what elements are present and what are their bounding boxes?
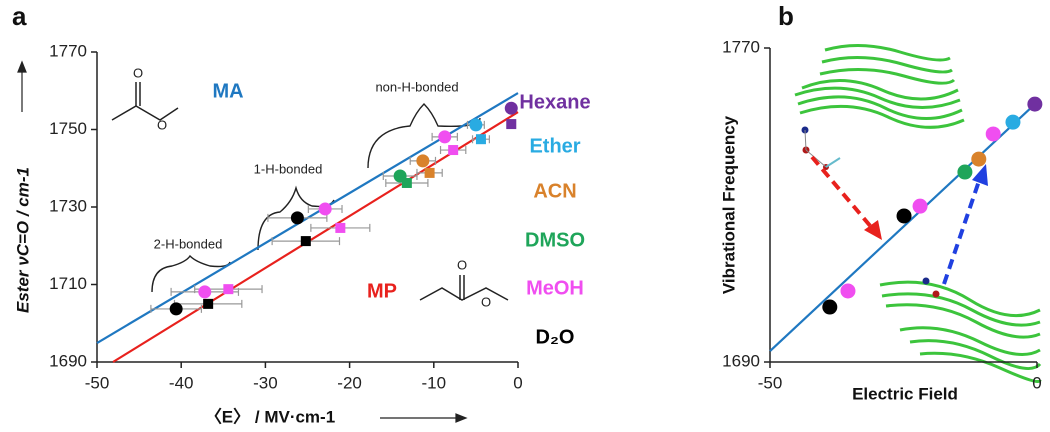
panel-label: b — [778, 1, 794, 31]
fit-line — [769, 101, 1038, 352]
mp-structure: O O — [419, 257, 509, 309]
point — [912, 198, 928, 214]
point — [401, 177, 412, 188]
transition-arrows — [810, 155, 988, 285]
y-tick-label: 1690 — [49, 351, 87, 370]
svg-text:O: O — [457, 257, 467, 272]
x-tick-label: -50 — [758, 373, 783, 392]
point — [504, 101, 518, 115]
y-axis-title: Vibrational Frequency — [719, 115, 738, 294]
legend-label: DMSO — [525, 229, 585, 251]
point — [169, 302, 183, 316]
legend-label: MeOH — [526, 277, 584, 299]
line-label: MA — [212, 80, 243, 102]
x-tick-label: -30 — [253, 373, 278, 392]
protein-top — [794, 43, 965, 129]
x-tick-label: -10 — [422, 373, 447, 392]
point — [223, 284, 234, 295]
x-tick-label: -50 — [85, 373, 110, 392]
y-tick-label: 1710 — [49, 274, 87, 293]
braces — [151, 103, 481, 293]
y-tick-label: 1730 — [49, 196, 87, 215]
x-axis-title: 〈E〉 / MV·cm-1 — [205, 406, 335, 426]
point — [469, 118, 483, 132]
svg-text:O: O — [157, 117, 167, 132]
point — [424, 167, 435, 178]
y-tick-label: 1770 — [722, 37, 760, 56]
protein-bottom — [879, 280, 1042, 383]
point — [290, 211, 304, 225]
point — [896, 208, 912, 224]
ma-structure: O O — [111, 65, 179, 132]
point — [335, 222, 346, 233]
x-tick-label: -20 — [337, 373, 362, 392]
point — [1027, 96, 1043, 112]
point — [1005, 114, 1021, 130]
point — [985, 126, 1001, 142]
point — [198, 285, 212, 299]
x-axis-title: Electric Field — [852, 384, 958, 403]
legend-label: Hexane — [519, 91, 590, 113]
point — [448, 145, 459, 156]
point — [203, 298, 214, 309]
y-tick-label: 1750 — [49, 119, 87, 138]
line-label: MP — [367, 280, 397, 302]
point — [840, 283, 856, 299]
svg-text:O: O — [133, 65, 143, 80]
y-axis-title: Ester νC=O / cm-1 — [13, 167, 32, 313]
y-tick-label: 1690 — [722, 351, 760, 370]
point — [318, 202, 332, 216]
axis-arrows — [17, 60, 468, 423]
x-tick-label: 0 — [1032, 373, 1041, 392]
legend-label: ACN — [533, 180, 576, 202]
annotation: non-H-bonded — [375, 79, 458, 94]
annotation: 1-H-bonded — [254, 161, 323, 176]
point — [506, 119, 517, 130]
probe — [801, 126, 940, 298]
point — [300, 236, 311, 247]
point — [416, 154, 430, 168]
svg-text:O: O — [481, 294, 491, 309]
annotation: 2-H-bonded — [154, 236, 223, 251]
x-tick-label: 0 — [513, 373, 522, 392]
point — [957, 164, 973, 180]
y-tick-label: 1770 — [49, 41, 87, 60]
legend-label: D₂O — [536, 326, 575, 348]
legend-label: Ether — [529, 135, 580, 157]
x-tick-label: -40 — [169, 373, 194, 392]
point — [438, 130, 452, 144]
point — [475, 134, 486, 145]
point — [822, 299, 838, 315]
point — [971, 151, 987, 167]
panel-label: a — [12, 1, 27, 31]
